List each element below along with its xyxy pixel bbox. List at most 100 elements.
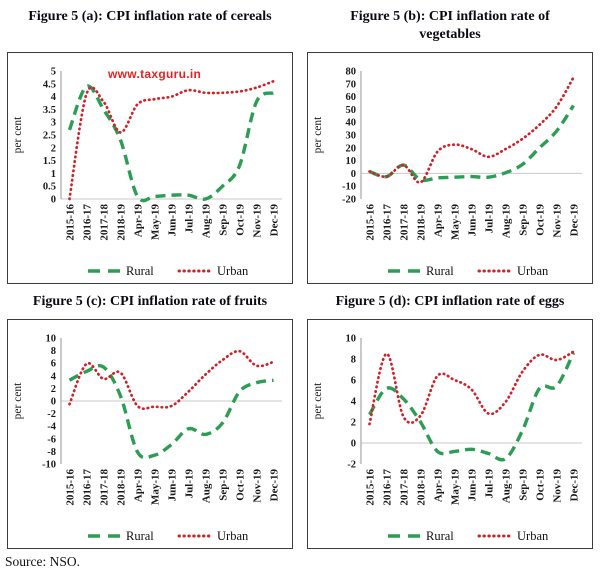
y-tick-label: 0.5 [43, 182, 56, 193]
y-tick-label: 20 [346, 143, 357, 154]
chart-title-vegetables: Figure 5 (b): CPI inflation rate of vege… [350, 9, 550, 42]
chart-box-fruits: 10 8 6 4 2 0 -2 -4 -6 -8 -10 per cent 2015-16 2016-17… [7, 319, 293, 549]
x-tick-label: May-19 [149, 469, 161, 506]
y-tick-label: 50 [346, 105, 357, 116]
y-tick-label: 10 [346, 156, 357, 167]
y-tick-label: 4.5 [43, 79, 56, 90]
x-tick-label: May-19 [149, 204, 161, 241]
chart-title-fruits: Figure 5 (c): CPI inflation rate of frui… [32, 294, 268, 309]
x-tick-label: Dec-19 [568, 204, 580, 237]
legend-urban-label: Urban [217, 264, 249, 278]
legend: Rural Urban [88, 529, 249, 543]
watermark-text: www.taxguru.in [108, 67, 202, 81]
x-tick-label: 2016-17 [81, 204, 93, 241]
x-tick-label: Oct-19 [534, 204, 546, 236]
y-tick-label: 2 [51, 143, 56, 154]
legend-rural-label: Rural [126, 264, 154, 278]
legend-rural-label: Rural [426, 264, 454, 278]
x-tick-label: Jun-19 [166, 204, 178, 237]
x-tick-label: Dec-19 [568, 469, 580, 502]
x-tick-label: Sep-19 [517, 204, 529, 236]
y-tick-label: 8 [51, 346, 56, 357]
chart-title-cereals: Figure 5 (a): CPI inflation rate of cere… [28, 9, 272, 24]
y-axis-ticks: 54.5 4 3.5 3 2.52 1.5 1 0.5 0 [43, 67, 57, 206]
title-wrap-fruits: Figure 5 (c): CPI inflation rate of frui… [7, 293, 293, 319]
y-axis-title: per cent [12, 116, 24, 154]
rural-line [68, 363, 274, 460]
y-tick-label: 1 [51, 169, 56, 180]
y-tick-label: 5 [51, 67, 56, 78]
legend-urban-label: Urban [517, 264, 549, 278]
x-tick-label: 2015-16 [64, 469, 76, 506]
x-tick-label: Jun-19 [466, 469, 478, 502]
x-tick-label: 2018-19 [415, 469, 427, 506]
y-axis-title: per cent [12, 382, 24, 420]
x-tick-label: Jun-19 [166, 469, 178, 502]
legend-urban-label: Urban [217, 529, 249, 543]
x-tick-label: 2016-17 [381, 204, 393, 241]
x-axis-labels: 2015-16 2016-17 2017-18 2018-19 Apr-19 May-19… [64, 469, 280, 506]
title-wrap-vegetables: Figure 5 (b): CPI inflation rate of vege… [307, 8, 593, 52]
y-tick-label: 6 [351, 376, 356, 387]
legend-rural-label: Rural [126, 529, 154, 543]
chart-canvas-fruits: 108 64 2 0-2 -4-6 -8 -10 per cent 2015-16 2016-17… [12, 334, 282, 543]
y-tick-label: 10 [46, 334, 57, 345]
x-tick-label: Apr-19 [432, 469, 444, 503]
x-tick-label: Jul-19 [483, 469, 495, 499]
x-tick-label: 2015-16 [364, 469, 376, 506]
row-bottom: Figure 5 (c): CPI inflation rate of frui… [0, 293, 600, 549]
chart-title-eggs: Figure 5 (d): CPI inflation rate of eggs [335, 294, 565, 309]
legend: Rural Urban [388, 264, 549, 278]
x-tick-label: 2017-18 [98, 469, 110, 506]
x-tick-label: 2016-17 [81, 469, 93, 506]
y-tick-label: 4 [51, 371, 57, 382]
panel-fruits: Figure 5 (c): CPI inflation rate of frui… [0, 293, 300, 549]
urban-line [368, 350, 575, 426]
x-tick-label: Nov-19 [551, 469, 563, 503]
x-tick-label: Aug-19 [500, 469, 512, 504]
x-tick-label: Oct-19 [234, 204, 246, 236]
y-tick-label: -8 [47, 447, 56, 458]
legend-rural-label: Rural [426, 529, 454, 543]
chart-canvas-cereals: 54.5 4 3.5 3 2.52 1.5 1 0.5 0 per cent 2015-16 2016… [12, 67, 282, 278]
y-tick-label: 80 [346, 67, 357, 78]
x-tick-label: 2016-17 [381, 469, 393, 506]
y-tick-label: 8 [351, 355, 356, 366]
title-wrap-cereals: Figure 5 (a): CPI inflation rate of cere… [7, 8, 293, 52]
chart-box-vegetables: 80 70 60 50 40 30 20 10 0 -10 -20 per cent 2015-16 20… [307, 52, 593, 284]
x-tick-label: Jul-19 [483, 204, 495, 234]
x-tick-label: Jun-19 [466, 204, 478, 237]
x-tick-label: Nov-19 [551, 204, 563, 238]
legend-urban-label: Urban [517, 529, 549, 543]
y-axis-ticks: 108 64 2 0-2 -4-6 -8 -10 [42, 334, 57, 471]
y-tick-label: 0 [351, 439, 356, 450]
urban-line [68, 349, 275, 411]
x-tick-label: Apr-19 [132, 204, 144, 238]
x-tick-label: Oct-19 [534, 469, 546, 501]
x-tick-label: Jul-19 [183, 469, 195, 499]
legend: Rural Urban [388, 529, 549, 543]
x-tick-label: Sep-19 [217, 204, 229, 236]
y-tick-label: 4 [351, 397, 357, 408]
urban-line [368, 76, 575, 184]
x-tick-label: Dec-19 [268, 204, 280, 237]
y-tick-label: 4 [51, 92, 57, 103]
title-wrap-eggs: Figure 5 (d): CPI inflation rate of eggs [307, 293, 593, 319]
x-tick-label: Aug-19 [200, 204, 212, 239]
y-tick-label: 40 [346, 118, 357, 129]
x-tick-label: 2017-18 [98, 204, 110, 241]
y-tick-label: -6 [47, 434, 56, 445]
y-tick-label: 3.5 [43, 105, 56, 116]
y-tick-label: 60 [346, 92, 357, 103]
source-note: Source: NSO. [5, 554, 80, 569]
x-tick-label: Oct-19 [234, 469, 246, 501]
y-tick-label: 30 [346, 131, 357, 142]
y-tick-label: 0 [51, 397, 56, 408]
x-tick-label: Aug-19 [500, 204, 512, 239]
x-tick-label: May-19 [449, 204, 461, 241]
panel-cereals: Figure 5 (a): CPI inflation rate of cere… [0, 0, 300, 284]
y-tick-label: 2 [51, 384, 56, 395]
y-tick-label: 6 [51, 359, 56, 370]
